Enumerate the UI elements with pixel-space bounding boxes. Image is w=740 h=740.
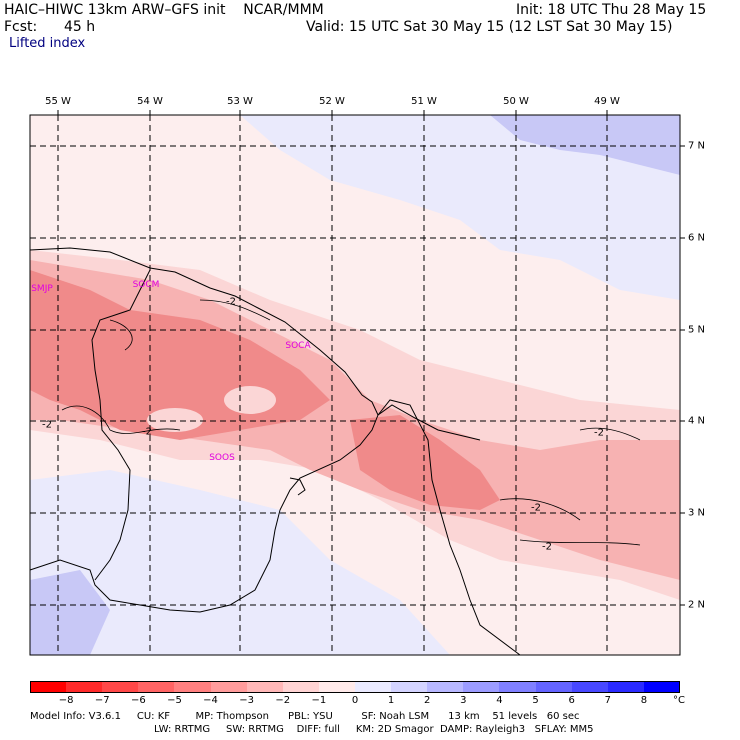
strong-negative-core-east <box>350 415 500 510</box>
strong-negative-core-far-east <box>520 440 680 570</box>
lat-label-6n: 6 N <box>688 232 706 244</box>
coastlines <box>29 247 521 656</box>
colorbar-tick-label: 2 <box>424 695 431 706</box>
model-title: HAIC–HIWC 13km ARW–GFS init NCAR/MMM <box>4 2 324 18</box>
init-time: Init: 18 UTC Thu 28 May 15 <box>516 2 707 18</box>
station-smjp: SMJP <box>31 284 53 294</box>
lat-label-4n: 4 N <box>688 415 706 427</box>
colorbar-segment <box>210 681 248 693</box>
positive-region-southwest <box>30 470 450 655</box>
colorbar-segment <box>427 681 464 693</box>
colorbar-tick-label: −8 <box>58 695 74 706</box>
contour-label: -2 <box>226 296 236 308</box>
border-french-guiana-brazil <box>377 399 521 656</box>
colorbar-segment <box>174 681 212 693</box>
contour-label: -2 <box>42 419 52 431</box>
lon-label-52w: 52 W <box>319 96 345 107</box>
colorbar-segment <box>246 681 284 693</box>
contour-lines <box>61 299 641 546</box>
colorbar-tick-label: −1 <box>311 695 327 706</box>
model-info-line1: Model Info: V3.6.1 CU: KF MP: Thompson P… <box>30 711 580 722</box>
colorbar-tick-label: 1 <box>387 695 395 706</box>
colorbar-tick-label: −2 <box>275 695 291 706</box>
model-info-line2: LW: RRTMG SW: RRTMG DIFF: full KM: 2D Sm… <box>154 724 594 735</box>
frame-ticks <box>57 110 685 606</box>
colorbar-segment <box>102 681 139 693</box>
colorbar-unit: °C <box>673 695 685 706</box>
station-soos: SOOS <box>209 453 235 463</box>
lat-label-3n: 3 N <box>688 507 706 519</box>
colorbar-segment <box>391 681 428 693</box>
colorbar-segment <box>607 681 645 693</box>
station-socm: SOCM <box>132 280 160 290</box>
contour-label: -2 <box>542 541 552 553</box>
lat-label-7n: 7 N <box>688 140 706 152</box>
colorbar-tick-label: 7 <box>604 695 611 706</box>
colorbar-tick-label: 0 <box>351 695 359 706</box>
lat-lon-grid <box>30 115 680 655</box>
shaded-field <box>30 115 680 655</box>
colorbar-frame <box>30 681 680 693</box>
colorbar-segment <box>535 681 573 693</box>
station-soca: SOCA <box>285 341 311 351</box>
contour-label: -2 <box>594 427 604 439</box>
colorbar-segment <box>318 681 356 693</box>
colorbar-segment <box>571 681 609 693</box>
lon-label-51w: 51 W <box>411 96 437 107</box>
colorbar-tick-label: 4 <box>496 695 503 706</box>
border-extra-1 <box>289 477 306 496</box>
lat-label-5n: 5 N <box>688 324 706 336</box>
colorbar-tick-label: −6 <box>130 695 146 706</box>
valid-time: Valid: 15 UTC Sat 30 May 15 (12 LST Sat … <box>306 19 673 35</box>
weak-region-2 <box>224 386 276 414</box>
colorbar-tick-label: 8 <box>640 695 648 706</box>
forecast-label: Fcst: <box>4 19 38 35</box>
colorbar-tick-label: 6 <box>568 695 575 706</box>
lon-label-54w: 54 W <box>137 96 163 107</box>
coastline-guianas <box>29 247 481 441</box>
lon-label-53w: 53 W <box>227 96 253 107</box>
weak-region-1 <box>147 408 203 432</box>
lon-label-49w: 49 W <box>594 96 620 107</box>
border-suriname-french-guiana <box>29 414 379 613</box>
colorbar-tick-label: −4 <box>203 695 218 706</box>
colorbar-segment <box>499 681 537 693</box>
forecast-hour: 45 h <box>64 19 96 35</box>
colorbar-tick-label: −7 <box>94 695 110 706</box>
border-suriname-guyana <box>91 269 151 581</box>
colorbar-tick-label: 5 <box>532 695 539 706</box>
map-frame <box>29 114 681 656</box>
colorbar-tick-label: −5 <box>167 695 182 706</box>
lon-label-50w: 50 W <box>503 96 529 107</box>
colorbar-segment <box>66 681 103 693</box>
colorbar-segment <box>30 681 67 693</box>
positive-region-southwest-strong <box>30 570 110 655</box>
contour-label: -2 <box>142 426 152 438</box>
positive-region-northeast <box>240 115 680 300</box>
colorbar-segment <box>282 681 320 693</box>
variable-name: Lifted index <box>9 36 86 51</box>
positive-region-northeast-strong <box>490 115 680 175</box>
colorbar-segment <box>138 681 175 693</box>
colorbar-segment <box>643 681 681 693</box>
colorbar-segment <box>355 681 392 693</box>
colorbar-tick-label: −3 <box>239 695 255 706</box>
colorbar-tick-label: 3 <box>460 695 467 706</box>
lon-label-55w: 55 W <box>45 96 71 107</box>
colorbar-segment <box>463 681 500 693</box>
lat-label-2n: 2 N <box>688 599 706 611</box>
contour-label: -2 <box>531 502 541 514</box>
